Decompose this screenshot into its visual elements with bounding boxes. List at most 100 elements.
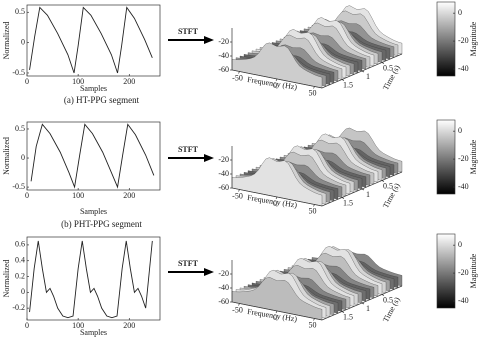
- colorbar-tick-label: -40: [458, 64, 469, 73]
- stft-label: STFT: [178, 27, 199, 36]
- colorbar: [436, 1, 456, 77]
- time-tick-label: 1.5: [343, 80, 353, 89]
- arrow-head: [204, 154, 214, 162]
- y-axis-label: Normalized: [2, 22, 11, 60]
- freq-tick: [313, 318, 315, 321]
- x-axis-label: Samples: [80, 84, 107, 93]
- freq-tick-label: -50: [232, 305, 243, 314]
- y-tick-label: 0: [21, 153, 25, 162]
- freq-tick: [275, 196, 278, 200]
- time-tick-label: 1: [366, 304, 370, 313]
- z-tick-label: -20: [218, 155, 229, 164]
- colorbar-tick-label: 0: [458, 240, 462, 249]
- freq-tick: [238, 71, 240, 74]
- freq-tick-label: 50: [309, 88, 317, 97]
- time-tick-label: 0.5: [383, 295, 393, 304]
- caption: (a) HT-PPG segment: [64, 95, 140, 105]
- time-tick-label: 0.5: [383, 181, 393, 190]
- time-tick: [361, 302, 365, 305]
- x-tick-label: 0: [25, 321, 29, 330]
- colorbar-tick-label: -40: [458, 182, 469, 191]
- freq-tick-label: 0: [273, 313, 277, 322]
- freq-tick-label: -50: [232, 191, 243, 200]
- freq-tick-label: 0: [273, 199, 277, 208]
- z-tick-label: -60: [218, 183, 229, 192]
- y-tick-label: 0.5: [15, 7, 25, 16]
- y-tick-label: -0.5: [12, 68, 25, 77]
- plot-frame: [26, 236, 161, 321]
- time-tick: [381, 62, 385, 64]
- signal-line: [30, 123, 155, 189]
- x-tick-label: 100: [72, 191, 84, 200]
- plot-frame: [26, 4, 161, 77]
- z-tick-label: -40: [218, 51, 229, 60]
- caption: (b) PHT-PPG segment: [61, 219, 142, 229]
- x-tick-label: 200: [123, 191, 135, 200]
- freq-tick: [275, 78, 278, 82]
- time-tick-label: 1.5: [343, 312, 353, 321]
- surface-strip: [231, 157, 323, 207]
- colorbar: [436, 233, 456, 309]
- z-tick-label: -20: [218, 269, 229, 278]
- time-tick: [361, 188, 365, 191]
- z-tick-label: -60: [218, 65, 229, 74]
- y-tick-label: 0.2: [15, 271, 25, 280]
- time-tick-label: 1: [366, 72, 370, 81]
- z-tick-label: -40: [218, 169, 229, 178]
- colorbar: [436, 119, 456, 195]
- surface-strip: [231, 277, 323, 321]
- y-tick-label: -0.5: [12, 182, 25, 191]
- freq-tick: [275, 310, 278, 314]
- z-tick-label: -60: [218, 297, 229, 306]
- arrow-head: [204, 36, 214, 44]
- signal-line: [29, 6, 153, 74]
- z-tick-label: -20: [218, 37, 229, 46]
- freq-tick-label: 0: [273, 81, 277, 90]
- y-tick-label: -0.2: [12, 303, 25, 312]
- time-tick: [381, 294, 385, 296]
- freq-tick-label: 50: [309, 206, 317, 215]
- x-tick-label: 100: [72, 77, 84, 86]
- x-tick-label: 0: [25, 191, 29, 200]
- arrow-head: [204, 268, 214, 276]
- time-tick: [381, 180, 385, 182]
- freq-tick: [313, 86, 315, 89]
- z-tick-label: -40: [218, 283, 229, 292]
- colorbar-tick-label: 0: [458, 126, 462, 135]
- time-tick: [341, 311, 345, 313]
- y-tick-label: 0.4: [15, 256, 25, 265]
- y-tick-label: 0.6: [15, 240, 25, 249]
- time-tick-label: 1: [366, 190, 370, 199]
- x-tick-label: 200: [123, 321, 135, 330]
- freq-tick-label: -50: [232, 73, 243, 82]
- surface-strip: [231, 42, 323, 89]
- y-axis-label: Normalized: [2, 137, 11, 175]
- y-tick-label: 0.5: [15, 124, 25, 133]
- x-axis-label: Samples: [80, 207, 107, 216]
- time-tick-label: 0.5: [383, 63, 393, 72]
- colorbar-label: Magnitude: [469, 253, 478, 288]
- x-tick-label: 200: [123, 77, 135, 86]
- freq-tick: [313, 204, 315, 207]
- time-tick-label: 1.5: [343, 198, 353, 207]
- stft-label: STFT: [178, 259, 199, 268]
- signal-line: [29, 240, 153, 319]
- time-tick: [341, 79, 345, 81]
- x-tick-label: 0: [25, 77, 29, 86]
- freq-tick-label: 50: [309, 320, 317, 329]
- colorbar-tick-label: 0: [458, 8, 462, 17]
- time-tick: [361, 70, 365, 73]
- freq-tick: [238, 303, 240, 306]
- x-axis-label: Samples: [80, 328, 107, 337]
- y-tick-label: 0: [21, 37, 25, 46]
- colorbar-tick-label: -40: [458, 296, 469, 305]
- colorbar-tick-label: -20: [458, 268, 469, 277]
- y-axis-label: Normalized: [2, 260, 11, 298]
- colorbar-label: Magnitude: [469, 21, 478, 56]
- x-tick-label: 100: [72, 321, 84, 330]
- y-tick-label: 0: [21, 287, 25, 296]
- freq-tick: [238, 189, 240, 192]
- time-tick: [341, 197, 345, 199]
- colorbar-label: Magnitude: [469, 139, 478, 174]
